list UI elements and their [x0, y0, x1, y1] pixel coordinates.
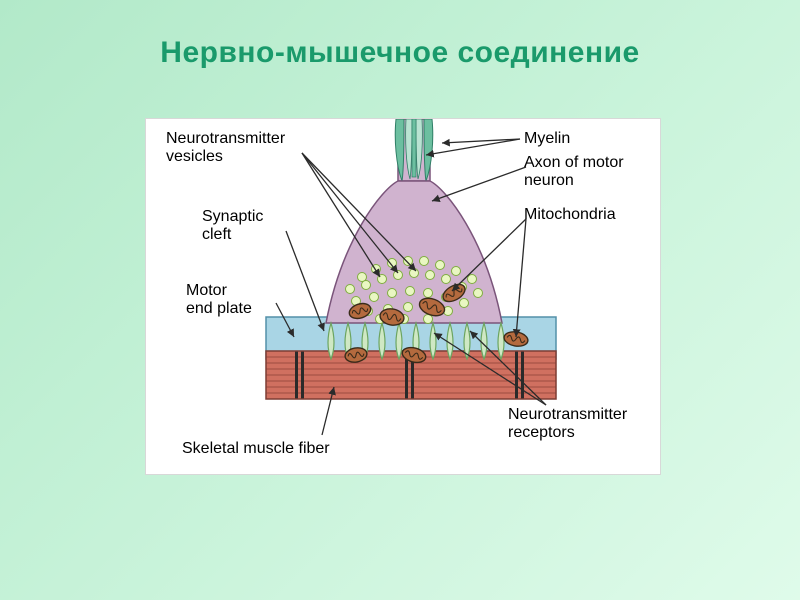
label-receptors1: Neurotransmitter	[508, 406, 628, 423]
label-axon2: neuron	[524, 172, 574, 189]
label-skeletal: Skeletal muscle fiber	[182, 440, 330, 457]
label-vesicles1: Neurotransmitter	[166, 130, 286, 147]
label-vesicles2: vesicles	[166, 148, 223, 165]
nmj-diagram: NeurotransmittervesiclesSynapticcleftMot…	[145, 118, 661, 475]
page-title: Нервно-мышечное соединение	[0, 0, 800, 70]
label-synaptic2: cleft	[202, 226, 232, 243]
label-synaptic1: Synaptic	[202, 208, 263, 225]
label-axon1: Axon of motor	[524, 154, 624, 171]
label-myelin: Myelin	[524, 130, 570, 147]
label-motor2: end plate	[186, 300, 252, 317]
label-mito: Mitochondria	[524, 206, 616, 223]
label-receptors2: receptors	[508, 424, 575, 441]
diagram-svg: NeurotransmittervesiclesSynapticcleftMot…	[146, 119, 660, 474]
label-motor1: Motor	[186, 282, 228, 299]
